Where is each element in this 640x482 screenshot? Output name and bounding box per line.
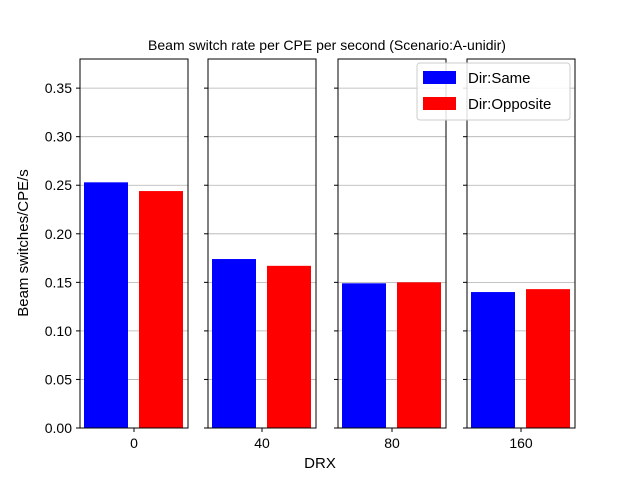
- y-tick-label: 0.20: [45, 226, 72, 242]
- subplot-drx-40: 40: [204, 58, 317, 451]
- x-axis-label: DRX: [304, 455, 336, 472]
- legend-label: Dir:Opposite: [468, 96, 551, 113]
- bar-dir-same-drx-80: [342, 283, 386, 428]
- y-tick-label: 0.35: [45, 80, 72, 96]
- bar-dir-same-drx-40: [212, 259, 256, 428]
- subplot-drx-80: 80: [334, 58, 447, 451]
- y-tick-label: 0.00: [45, 420, 72, 436]
- y-tick-label: 0.30: [45, 129, 72, 145]
- x-tick-label: 0: [130, 435, 138, 451]
- y-tick-label: 0.15: [45, 274, 72, 290]
- legend: Dir:Same Dir:Opposite: [416, 62, 571, 121]
- x-tick-label: 80: [384, 435, 400, 451]
- legend-swatch: [423, 71, 456, 84]
- chart-title: Beam switch rate per CPE per second (Sce…: [148, 37, 506, 53]
- y-axis-label: Beam switches/CPE/s: [15, 169, 32, 317]
- bar-dir-opposite-drx-0: [139, 191, 183, 428]
- subplot-drx-160: 160: [463, 58, 576, 451]
- y-tick-label: 0.25: [45, 177, 72, 193]
- legend-label: Dir:Same: [468, 70, 531, 87]
- bar-dir-same-drx-0: [84, 182, 128, 428]
- x-tick-label: 40: [254, 435, 270, 451]
- y-tick-label: 0.05: [45, 371, 72, 387]
- x-tick-label: 160: [509, 435, 533, 451]
- bar-dir-same-drx-160: [471, 292, 515, 428]
- bar-dir-opposite-drx-40: [267, 265, 311, 428]
- y-tick-label: 0.10: [45, 323, 72, 339]
- bar-dir-opposite-drx-160: [526, 289, 570, 428]
- subplot-drx-0: 0.00 0.05 0.10 0.15 0.20 0.25 0.30 0.35 0: [45, 58, 189, 451]
- legend-swatch: [423, 97, 456, 110]
- subplots: 0.00 0.05 0.10 0.15 0.20 0.25 0.30 0.35 0 40 80 160: [45, 58, 576, 451]
- bar-dir-opposite-drx-80: [397, 282, 441, 428]
